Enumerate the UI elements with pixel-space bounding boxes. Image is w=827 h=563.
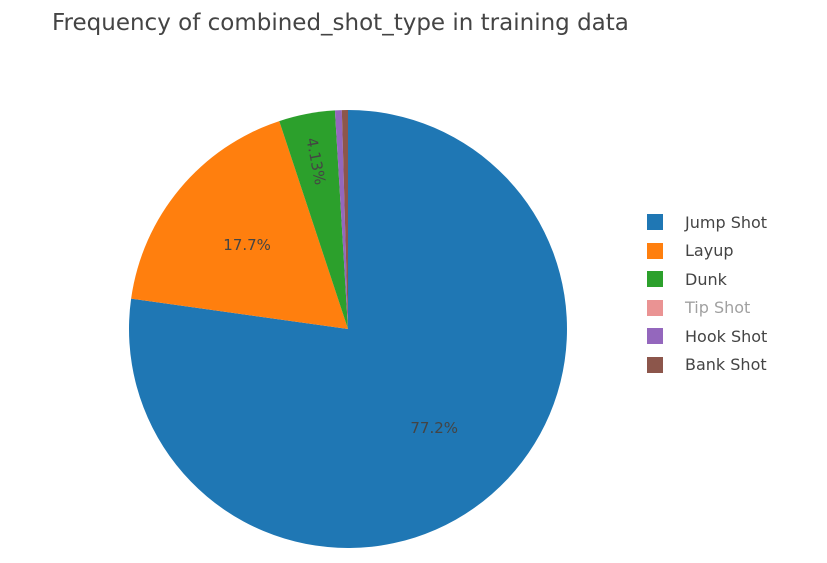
slice-label-layup: 17.7% <box>223 236 271 254</box>
legend: Jump Shot Layup Dunk Tip Shot Hook Shot Bank … <box>647 208 767 379</box>
legend-item-bank-shot[interactable]: Bank Shot <box>647 351 767 380</box>
slice-label-jump-shot: 77.2% <box>410 419 458 437</box>
legend-item-dunk[interactable]: Dunk <box>647 265 767 294</box>
legend-swatch-hook-shot <box>647 328 663 345</box>
legend-label-layup: Layup <box>685 241 734 261</box>
legend-item-layup[interactable]: Layup <box>647 237 767 266</box>
legend-swatch-dunk <box>647 271 663 288</box>
legend-swatch-bank-shot <box>647 356 663 373</box>
pie-slice-hook-shot[interactable] <box>334 110 348 329</box>
legend-label-bank-shot: Bank Shot <box>685 355 767 375</box>
chart-title: Frequency of combined_shot_type in train… <box>52 10 629 36</box>
pie-slice-layup[interactable] <box>131 121 348 329</box>
legend-item-jump-shot[interactable]: Jump Shot <box>647 208 767 237</box>
legend-item-tip-shot[interactable]: Tip Shot <box>647 294 767 323</box>
pie-slice-jump-shot[interactable] <box>129 110 568 548</box>
legend-swatch-jump-shot <box>647 214 663 231</box>
pie-slice-bank-shot[interactable] <box>341 110 348 329</box>
legend-label-tip-shot: Tip Shot <box>685 298 751 318</box>
pie-slice-dunk[interactable] <box>279 110 348 329</box>
legend-swatch-tip-shot <box>647 299 663 316</box>
legend-item-hook-shot[interactable]: Hook Shot <box>647 322 767 351</box>
legend-label-jump-shot: Jump Shot <box>685 212 768 232</box>
legend-label-hook-shot: Hook Shot <box>685 326 768 346</box>
legend-label-dunk: Dunk <box>685 269 727 289</box>
legend-swatch-layup <box>647 242 663 259</box>
